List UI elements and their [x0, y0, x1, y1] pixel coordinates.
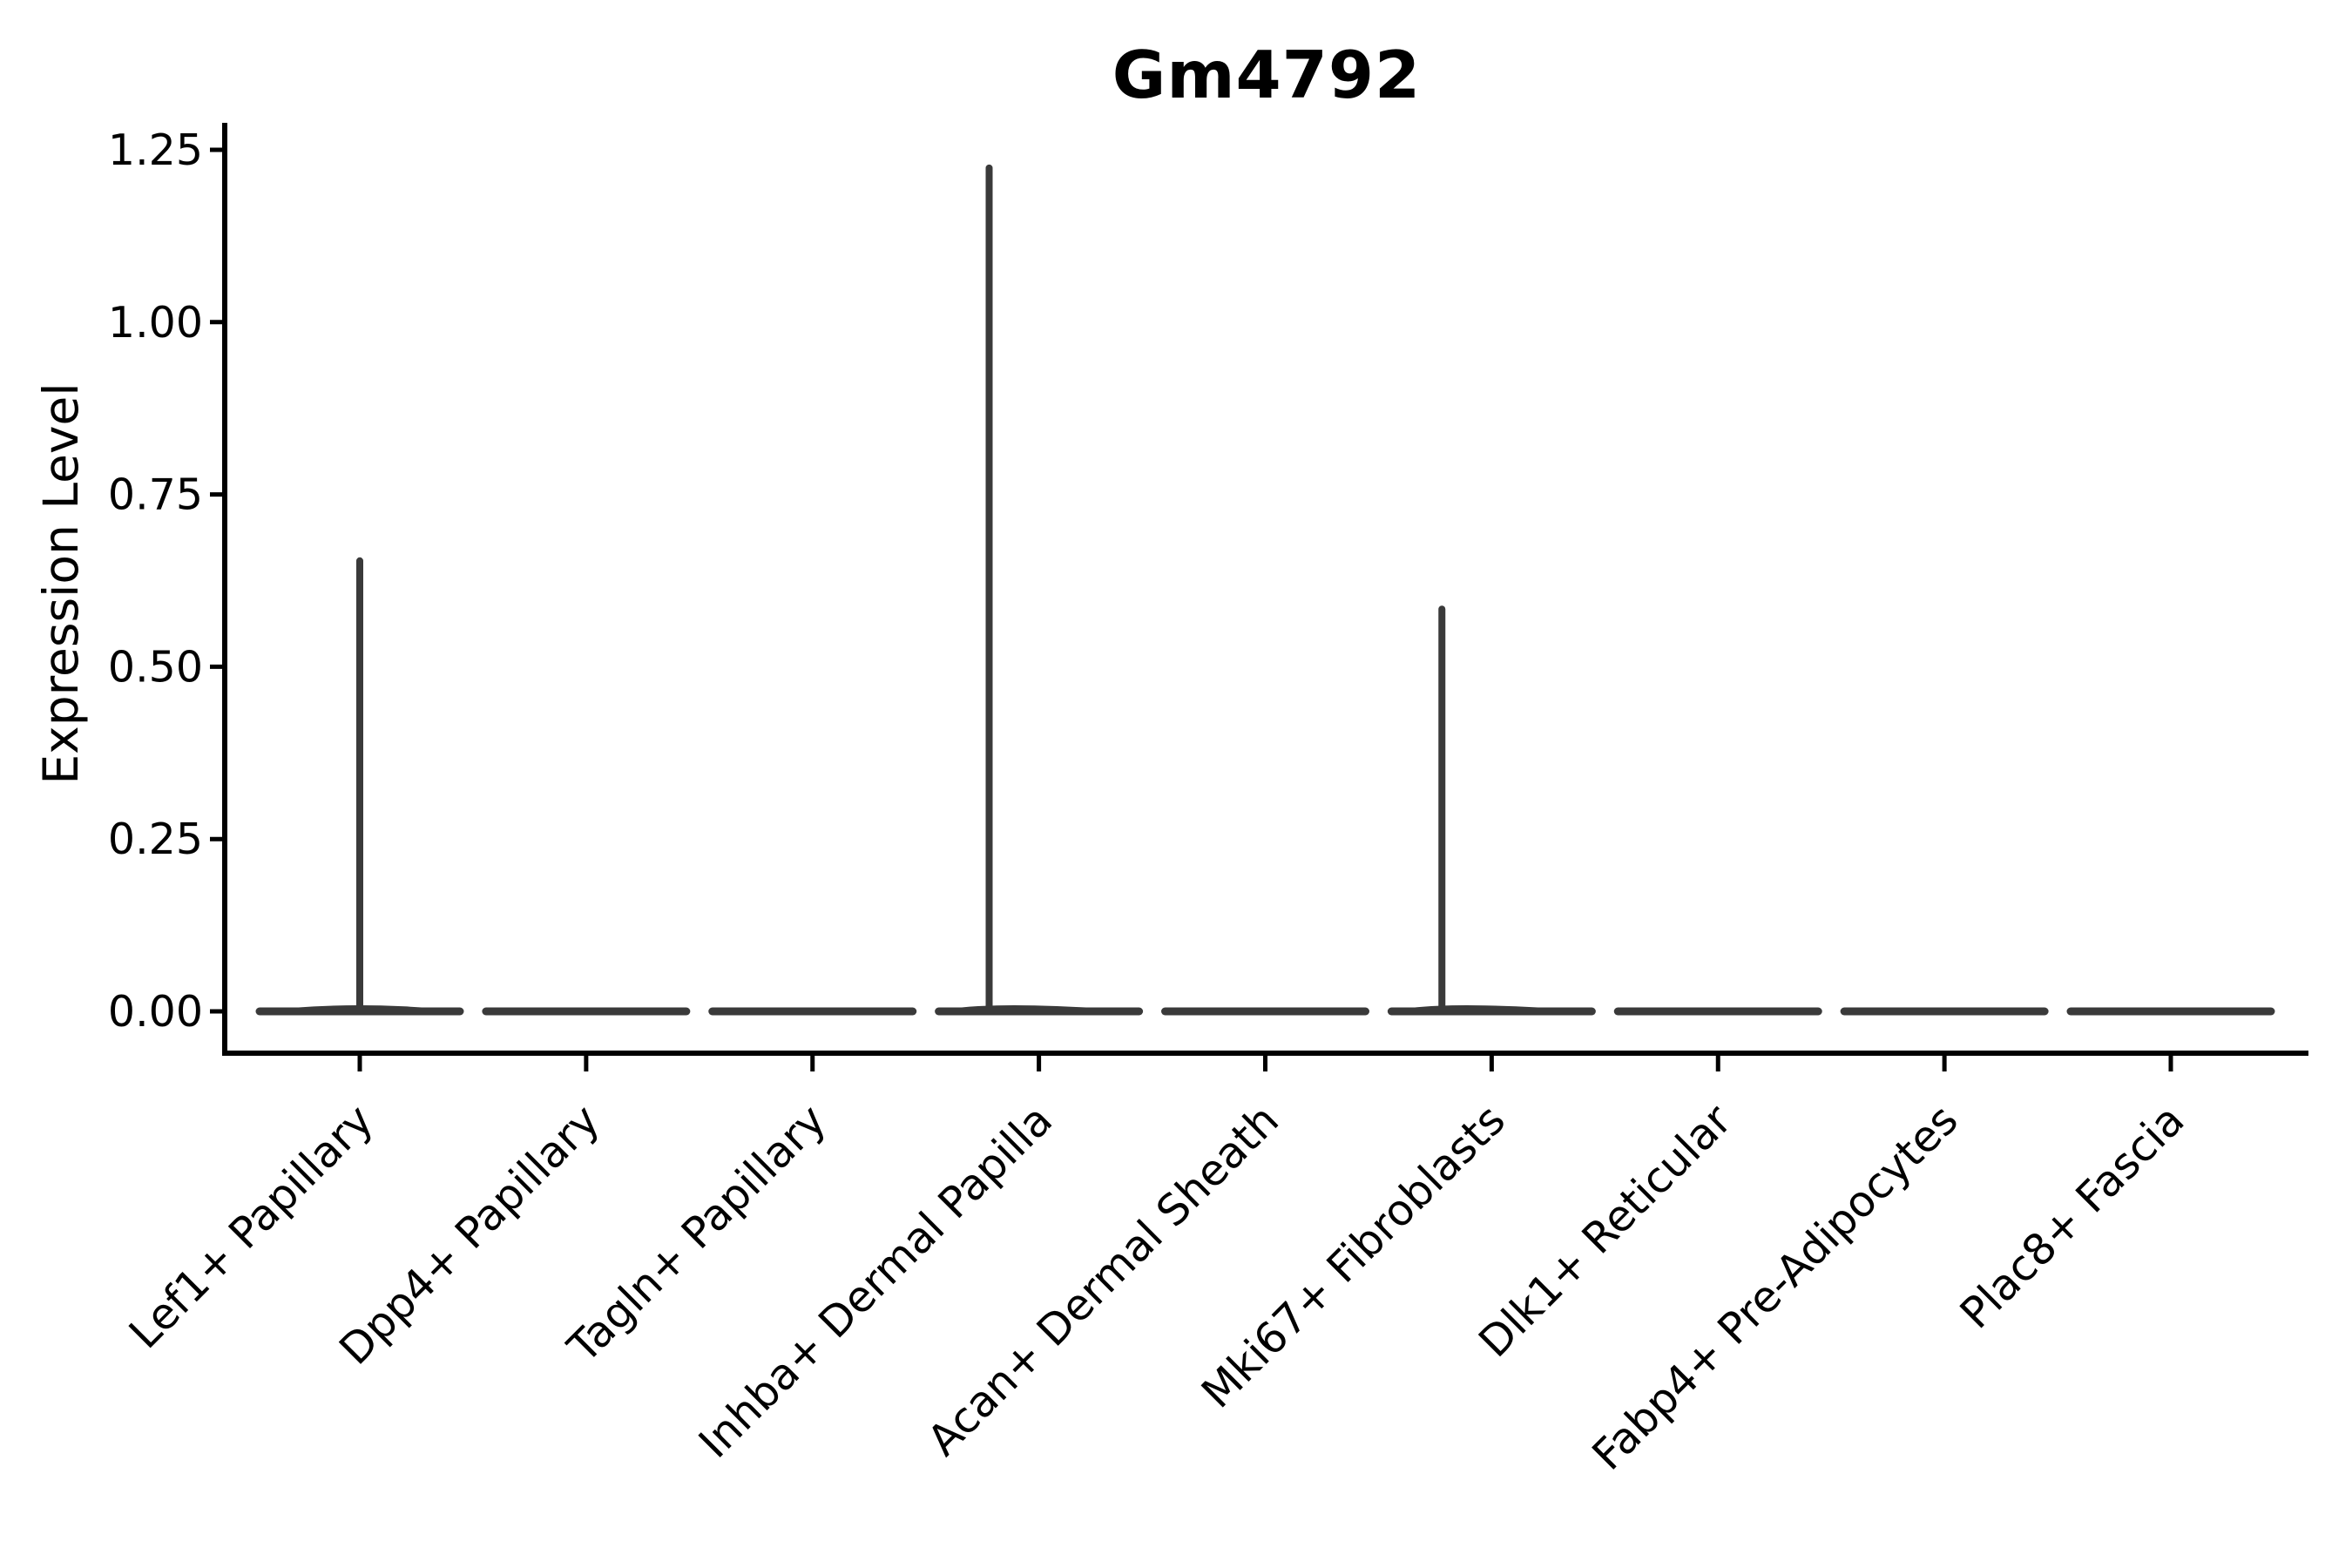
y-tick-label: 1.00: [108, 298, 203, 348]
violin-1: [255, 557, 464, 1016]
x-tick-label: Lef1+ Papillary: [119, 1095, 382, 1358]
chart-title: Gm4792: [1112, 37, 1422, 113]
y-tick-label: 0.75: [108, 470, 203, 520]
x-tick-label: Fabp4+ Pre-Adipocytes: [1583, 1095, 1968, 1480]
y-tick-label: 0.50: [108, 642, 203, 692]
violin-4: [935, 164, 1144, 1016]
y-tick-label: 1.25: [108, 125, 203, 175]
violin-6: [1387, 605, 1596, 1016]
y-tick-label: 0.00: [108, 987, 203, 1037]
x-tick-label: Plac8+ Fascia: [1950, 1095, 2193, 1338]
y-tick-label: 0.25: [108, 814, 203, 864]
